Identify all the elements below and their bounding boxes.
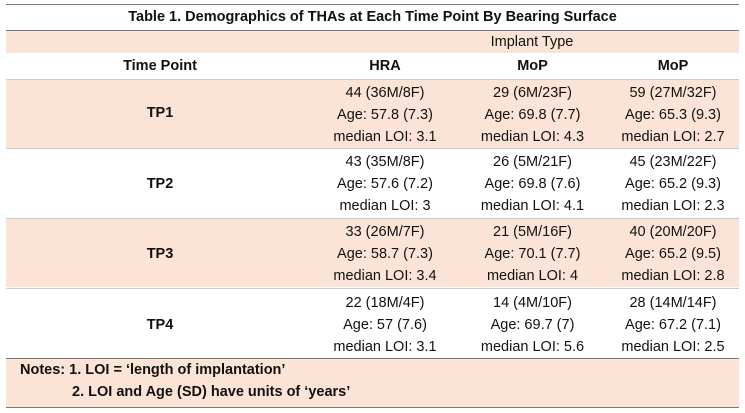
cell-tp1-mop-2: 59 (27M/32F) Age: 65.3 (9.3) median LOI:… [603, 82, 743, 148]
cell-loi: median LOI: 4 [486, 268, 579, 284]
cell-age: Age: 65.3 (9.3) [625, 107, 721, 123]
cell-tp4-hra: 22 (18M/4F) Age: 57 (7.6) median LOI: 3.… [300, 292, 470, 358]
cell-count: 40 (20M/20F) [629, 224, 717, 240]
cell-count: 44 (36M/8F) [345, 85, 425, 101]
row-label-tp2: TP2 [146, 176, 174, 192]
notes-rule [6, 358, 739, 359]
row-band-tp1 [6, 80, 739, 148]
cell-age: Age: 65.2 (9.3) [625, 176, 721, 192]
cell-count: 22 (18M/4F) [345, 295, 425, 311]
cell-tp3-mop-2: 40 (20M/20F) Age: 65.2 (9.5) median LOI:… [603, 221, 743, 287]
group-header-implant-type: Implant Type [490, 34, 574, 50]
row-label-tp3: TP3 [146, 246, 174, 262]
cell-count: 14 (4M/10F) [493, 295, 572, 311]
group-header-row: Implant Type [6, 29, 739, 55]
table-title: Table 1. Demographics of THAs at Each Ti… [128, 9, 617, 25]
cell-tp2-mop-2: 45 (23M/22F) Age: 65.2 (9.3) median LOI:… [603, 151, 743, 217]
cell-count: 26 (5M/21F) [493, 154, 572, 170]
cell-loi: median LOI: 4.1 [480, 198, 585, 214]
cell-tp2-hra: 43 (35M/8F) Age: 57.6 (7.2) median LOI: … [300, 151, 470, 217]
top-rule [6, 4, 739, 5]
cell-age: Age: 70.1 (7.7) [484, 246, 581, 262]
cell-tp4-mop-2: 28 (14M/14F) Age: 67.2 (7.1) median LOI:… [603, 292, 743, 358]
cell-age: Age: 69.8 (7.7) [484, 107, 581, 123]
cell-count: 59 (27M/32F) [629, 85, 717, 101]
cell-loi: median LOI: 5.6 [480, 339, 585, 355]
col-header-hra: HRA [369, 58, 401, 74]
cell-count: 28 (14M/14F) [629, 295, 717, 311]
cell-age: Age: 57.6 (7.2) [337, 176, 433, 192]
note-1: Notes: 1. LOI = ‘length of implantation’ [20, 362, 286, 378]
cell-loi: median LOI: 3.4 [333, 268, 437, 284]
cell-age: Age: 65.2 (9.5) [625, 246, 721, 262]
header-rule [6, 79, 739, 80]
col-header-mop-2: MoP [657, 58, 689, 74]
cell-loi: median LOI: 2.3 [621, 198, 725, 214]
cell-age: Age: 58.7 (7.3) [337, 246, 433, 262]
cell-age: Age: 69.7 (7) [490, 317, 575, 333]
cell-age: Age: 57 (7.6) [343, 317, 427, 333]
col-header-time-point: Time Point [123, 58, 197, 74]
cell-loi: median LOI: 4.3 [480, 129, 585, 145]
cell-loi: median LOI: 2.8 [621, 268, 725, 284]
row-label-tp1: TP1 [146, 105, 174, 121]
cell-loi: median LOI: 3.1 [333, 339, 437, 355]
cell-tp3-hra: 33 (26M/7F) Age: 58.7 (7.3) median LOI: … [300, 221, 470, 287]
note-2: 2. LOI and Age (SD) have units of ‘years… [72, 384, 351, 400]
cell-age: Age: 69.8 (7.6) [484, 176, 581, 192]
cell-loi: median LOI: 2.5 [621, 339, 725, 355]
cell-loi: median LOI: 2.7 [621, 129, 725, 145]
group-header-band [6, 31, 739, 53]
cell-count: 21 (5M/16F) [493, 224, 572, 240]
col-header-mop: MoP [517, 58, 548, 74]
title-rule [6, 30, 739, 31]
cell-tp4-mop: 14 (4M/10F) Age: 69.7 (7) median LOI: 5.… [460, 292, 605, 358]
row-rule [6, 218, 739, 219]
row-label-tp4: TP4 [146, 317, 174, 333]
cell-age: Age: 57.8 (7.3) [337, 107, 433, 123]
cell-tp1-mop: 29 (6M/23F) Age: 69.8 (7.7) median LOI: … [460, 82, 605, 148]
cell-loi: median LOI: 3.1 [333, 129, 437, 145]
notes-band [6, 359, 739, 407]
cell-tp2-mop: 26 (5M/21F) Age: 69.8 (7.6) median LOI: … [460, 151, 605, 217]
cell-count: 43 (35M/8F) [345, 154, 425, 170]
cell-age: Age: 67.2 (7.1) [625, 317, 721, 333]
row-rule [6, 288, 739, 289]
bottom-rule [6, 407, 739, 408]
cell-loi: median LOI: 3 [339, 198, 431, 214]
cell-tp1-hra: 44 (36M/8F) Age: 57.8 (7.3) median LOI: … [300, 82, 470, 148]
row-rule [6, 148, 739, 149]
row-band-tp3 [6, 219, 739, 287]
cell-count: 29 (6M/23F) [493, 85, 572, 101]
cell-count: 45 (23M/22F) [629, 154, 717, 170]
cell-tp3-mop: 21 (5M/16F) Age: 70.1 (7.7) median LOI: … [460, 221, 605, 287]
cell-count: 33 (26M/7F) [345, 224, 425, 240]
